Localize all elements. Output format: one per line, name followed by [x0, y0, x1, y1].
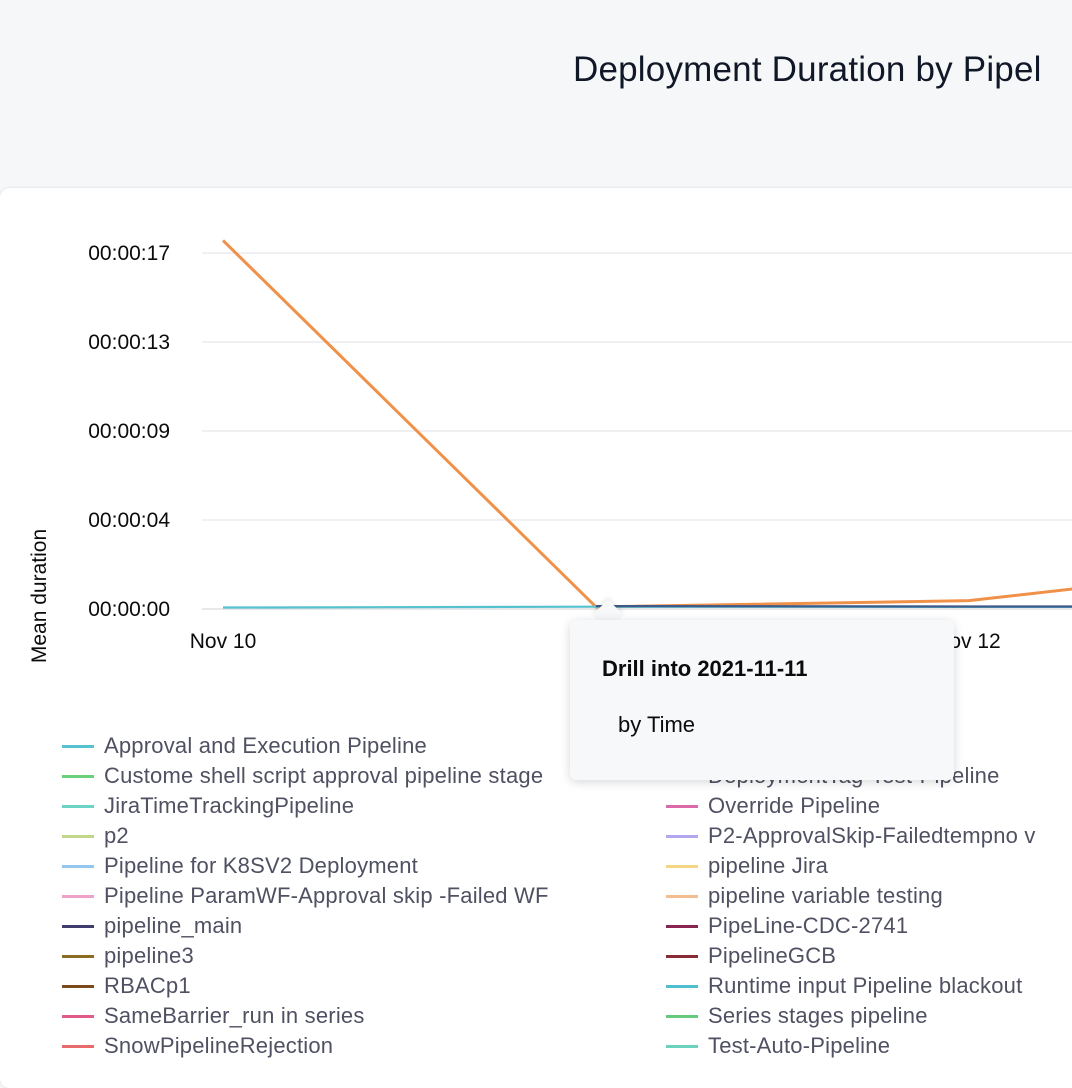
series-line [223, 240, 1072, 606]
legend-item[interactable]: pipeline_main [62, 911, 622, 941]
legend-label: p2 [104, 823, 129, 849]
legend-item[interactable]: Pipeline ParamWF-Approval skip -Failed W… [62, 881, 622, 911]
legend-item[interactable]: pipeline3 [62, 941, 622, 971]
legend-item[interactable]: Override Pipeline [666, 791, 1072, 821]
legend-swatch [666, 925, 698, 928]
legend-label: Override Pipeline [708, 793, 880, 819]
tooltip-title: Drill into 2021-11-11 [602, 656, 807, 682]
legend-swatch [62, 865, 94, 868]
legend-label: Pipeline for K8SV2 Deployment [104, 853, 418, 879]
legend-swatch [62, 775, 94, 778]
legend-label: Runtime input Pipeline blackout [708, 973, 1022, 999]
legend-label: pipeline3 [104, 943, 194, 969]
legend-swatch [666, 955, 698, 958]
y-tick-label: 00:00:00 [88, 598, 170, 621]
drill-tooltip: Drill into 2021-11-11 by Time [570, 620, 954, 780]
legend-label: pipeline_main [104, 913, 242, 939]
y-axis-label: Mean duration [28, 529, 52, 663]
legend-swatch [666, 1045, 698, 1048]
legend-swatch [62, 895, 94, 898]
legend-item[interactable]: JiraTimeTrackingPipeline [62, 791, 622, 821]
legend-swatch [62, 1045, 94, 1048]
legend-label: Test-Auto-Pipeline [708, 1033, 890, 1059]
y-tick-label: 00:00:09 [88, 420, 170, 443]
legend-swatch [62, 745, 94, 748]
legend-swatch [666, 835, 698, 838]
legend-swatch [62, 925, 94, 928]
chart-legend: Approval and Execution Pipeline Custome s… [62, 731, 1072, 1061]
y-tick-label: 00:00:04 [88, 509, 170, 532]
legend-label: Pipeline ParamWF-Approval skip -Failed W… [104, 883, 549, 909]
legend-label: RBACp1 [104, 973, 191, 999]
x-tick-label: ov 12 [949, 630, 1000, 653]
legend-item[interactable]: Custome shell script approval pipeline s… [62, 761, 622, 791]
legend-label: P2-ApprovalSkip-Failedtempno v [708, 823, 1036, 849]
legend-swatch [666, 985, 698, 988]
legend-column-right: DeploymentTag-Test-PipelineOverride Pipe… [666, 731, 1072, 1061]
legend-item[interactable]: RBACp1 [62, 971, 622, 1001]
legend-swatch [62, 985, 94, 988]
legend-swatch [666, 865, 698, 868]
legend-item[interactable]: Test-Auto-Pipeline [666, 1031, 1072, 1061]
tooltip-drill-option[interactable]: by Time [602, 712, 922, 748]
legend-item[interactable]: SnowPipelineRejection [62, 1031, 622, 1061]
legend-item[interactable]: Approval and Execution Pipeline [62, 731, 622, 761]
legend-item[interactable]: Series stages pipeline [666, 1001, 1072, 1031]
page-title: Deployment Duration by Pipel [573, 50, 1042, 90]
legend-label: SameBarrier_run in series [104, 1003, 365, 1029]
legend-column-left: Approval and Execution Pipeline Custome s… [62, 731, 622, 1061]
legend-swatch [62, 835, 94, 838]
legend-label: SnowPipelineRejection [104, 1033, 333, 1059]
legend-swatch [666, 895, 698, 898]
legend-swatch [666, 1015, 698, 1018]
legend-label: PipeLine-CDC-2741 [708, 913, 908, 939]
legend-label: JiraTimeTrackingPipeline [104, 793, 354, 819]
x-tick-label: Nov 10 [190, 630, 257, 653]
legend-swatch [62, 1015, 94, 1018]
legend-label: pipeline Jira [708, 853, 828, 879]
legend-item[interactable]: p2 [62, 821, 622, 851]
legend-item[interactable]: SameBarrier_run in series [62, 1001, 622, 1031]
legend-item[interactable]: Runtime input Pipeline blackout [666, 971, 1072, 1001]
legend-item[interactable]: pipeline variable testing [666, 881, 1072, 911]
legend-item[interactable]: Pipeline for K8SV2 Deployment [62, 851, 622, 881]
legend-swatch [666, 805, 698, 808]
y-tick-label: 00:00:17 [88, 242, 170, 265]
legend-label: pipeline variable testing [708, 883, 943, 909]
legend-swatch [62, 955, 94, 958]
y-tick-label: 00:00:13 [88, 331, 170, 354]
legend-item[interactable]: PipeLine-CDC-2741 [666, 911, 1072, 941]
legend-label: PipelineGCB [708, 943, 836, 969]
legend-item[interactable]: PipelineGCB [666, 941, 1072, 971]
legend-label: Custome shell script approval pipeline s… [104, 763, 543, 789]
legend-item[interactable]: pipeline Jira [666, 851, 1072, 881]
legend-swatch [62, 805, 94, 808]
legend-label: Series stages pipeline [708, 1003, 928, 1029]
legend-item[interactable]: P2-ApprovalSkip-Failedtempno v [666, 821, 1072, 851]
legend-label: Approval and Execution Pipeline [104, 733, 427, 759]
